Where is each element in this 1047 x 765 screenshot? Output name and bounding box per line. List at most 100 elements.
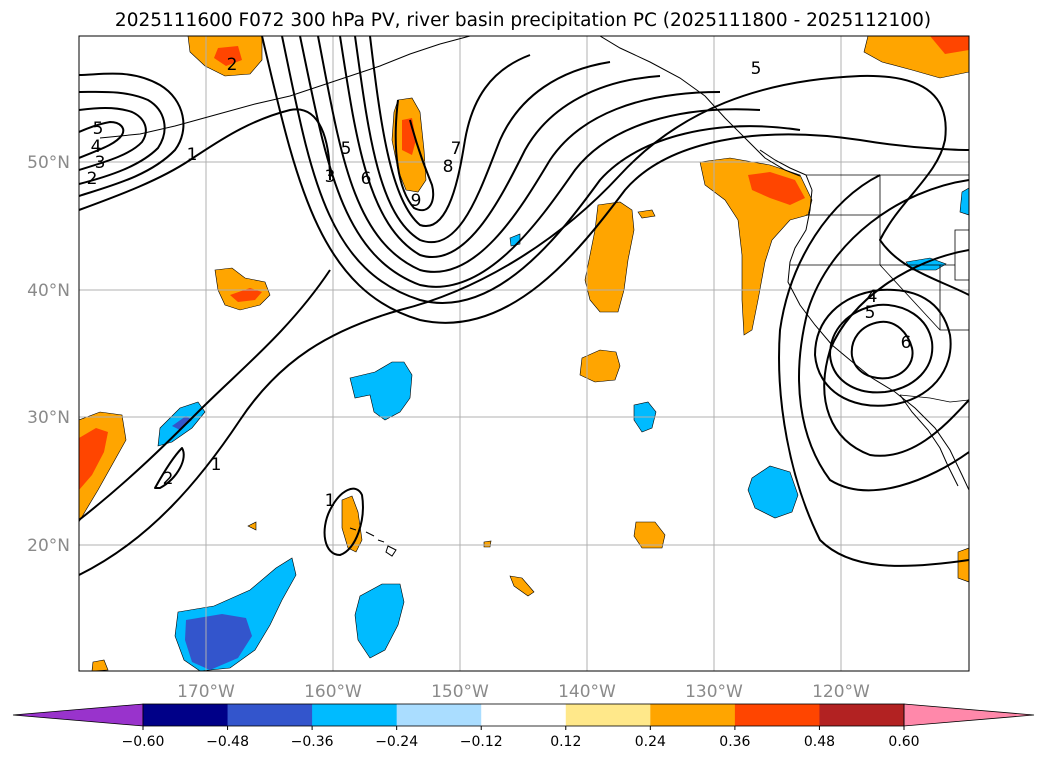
shade-west-coast-core	[748, 172, 805, 205]
contour-label: 2	[227, 55, 238, 75]
map-background	[79, 36, 969, 671]
contour-label: 5	[751, 59, 762, 79]
contour-1-east-trough	[778, 174, 969, 567]
contour-5-cutoff	[829, 303, 934, 394]
contour-label: 5	[341, 139, 352, 159]
colorbar-tick-label: 0.12	[550, 734, 581, 750]
contour-label: 1	[325, 491, 336, 511]
contour-4-west	[79, 107, 147, 171]
contour-label: 6	[361, 169, 372, 189]
colorbar-tick-label: −0.24	[375, 734, 418, 750]
colorbar-segment	[481, 704, 567, 726]
contour-3	[281, 36, 801, 304]
contour-label: 5	[865, 303, 876, 323]
contour-2-east-trough	[798, 179, 969, 492]
lon-label-160w: 160°W	[304, 682, 362, 702]
lat-label-20n: 20°N	[27, 536, 70, 556]
positive-precip-shading	[79, 36, 969, 671]
contour-6	[339, 36, 661, 258]
shade-east-small	[633, 521, 666, 549]
contour-label: 4	[91, 137, 102, 157]
colorbar: −0.60 −0.48 −0.36 −0.24 −0.12 0.12 0.24 0.36 0.4…	[12, 703, 1035, 750]
colorbar-tick-label: 0.36	[719, 734, 750, 750]
colorbar-tick-label: −0.60	[122, 734, 165, 750]
contour-label: 5	[93, 119, 104, 139]
contour-label: 3	[95, 153, 106, 173]
shade-right-edge-bottom	[957, 547, 969, 583]
baja-coast	[899, 394, 959, 487]
colorbar-segment	[143, 704, 229, 726]
contour-label: 1	[187, 145, 198, 165]
contour-3-west	[79, 90, 166, 185]
colorbar-tick-label: −0.12	[460, 734, 503, 750]
contour-label: 6	[901, 333, 912, 353]
shade-mid-west	[214, 267, 271, 311]
shade-left-edge-core	[79, 428, 108, 490]
negative-precip-shading	[157, 187, 969, 671]
pv-contours	[79, 36, 969, 576]
colorbar-extend-low	[12, 703, 144, 727]
lon-label-120w: 120°W	[812, 682, 870, 702]
contour-labels: 2 5 4 3 2 1 5 3 6 7 8 9 5 4 5 6 2 1 1	[87, 55, 912, 511]
shade-blue-south-center	[354, 583, 405, 659]
shade-mid-west-core	[230, 288, 262, 302]
colorbar-segment	[650, 704, 736, 726]
map-frame	[78, 35, 970, 672]
shade-subtropic-east	[579, 349, 621, 383]
contour-1-hawaii	[323, 487, 364, 556]
lat-label-50n: 50°N	[27, 153, 70, 173]
contour-8	[369, 36, 531, 227]
lon-label-140w: 140°W	[558, 682, 616, 702]
colorbar-segment	[227, 704, 313, 726]
contour-1-main	[79, 74, 969, 576]
colorbar-tick-label: −0.36	[291, 734, 334, 750]
colorbar-frame	[142, 703, 905, 727]
colorbar-segment	[565, 704, 651, 726]
colorbar-tick-label: −0.48	[206, 734, 249, 750]
aleutian-islands	[99, 43, 441, 139]
figure-title: 2025111600 F072 300 hPa PV, river basin …	[115, 10, 931, 31]
latitude-labels: 50°N 40°N 30°N 20°N	[27, 153, 70, 556]
contour-1-subtropic	[79, 269, 331, 521]
longitude-labels: 170°W 160°W 150°W 140°W 130°W 120°W	[177, 682, 870, 702]
shade-blue-west-core	[172, 416, 192, 430]
colorbar-tick-label: 0.48	[804, 734, 835, 750]
shade-right-edge-top-core	[930, 36, 969, 54]
contour-5	[317, 36, 721, 273]
contour-3-east-trough	[823, 249, 969, 457]
contour-5-west	[79, 121, 125, 159]
bc-coast	[759, 149, 813, 191]
contour-label: 2	[87, 169, 98, 189]
hawaiian-islands	[349, 527, 397, 557]
shade-small-dot-2	[483, 540, 492, 548]
contour-label: 2	[163, 469, 174, 489]
contour-label: 3	[325, 167, 336, 187]
contour-4	[299, 36, 761, 288]
shade-blue-south-west-core	[185, 614, 252, 670]
shade-central-pacific-small	[637, 209, 656, 219]
graticule	[79, 36, 969, 671]
contour-1-nw	[79, 108, 331, 211]
shade-bottom-left-dot	[91, 659, 109, 671]
colorbar-segment	[396, 704, 482, 726]
contour-2-main	[261, 36, 969, 324]
contour-7	[354, 36, 611, 244]
contour-2-west	[79, 72, 185, 197]
contour-4-cutoff	[814, 288, 952, 407]
contour-6-cutoff	[850, 320, 914, 380]
shade-small-dot	[247, 521, 257, 531]
shade-blue-mid	[349, 361, 413, 421]
contour-9-cutoff	[394, 99, 435, 211]
colorbar-segment	[312, 704, 398, 726]
colorbar-tick-label: 0.24	[635, 734, 666, 750]
contour-label: 1	[211, 455, 222, 475]
contour-2-subtropic	[154, 447, 185, 489]
map-panel: 2 5 4 3 2 1 5 3 6 7 8 9 5 4 5 6 2 1 1	[79, 36, 969, 671]
contour-label: 7	[451, 139, 462, 159]
shade-blue-right-edge-2	[959, 187, 969, 216]
shade-central-pacific	[584, 201, 635, 313]
shade-top-left-core	[214, 46, 242, 66]
shade-blue-east	[747, 465, 799, 519]
lon-label-150w: 150°W	[431, 682, 489, 702]
